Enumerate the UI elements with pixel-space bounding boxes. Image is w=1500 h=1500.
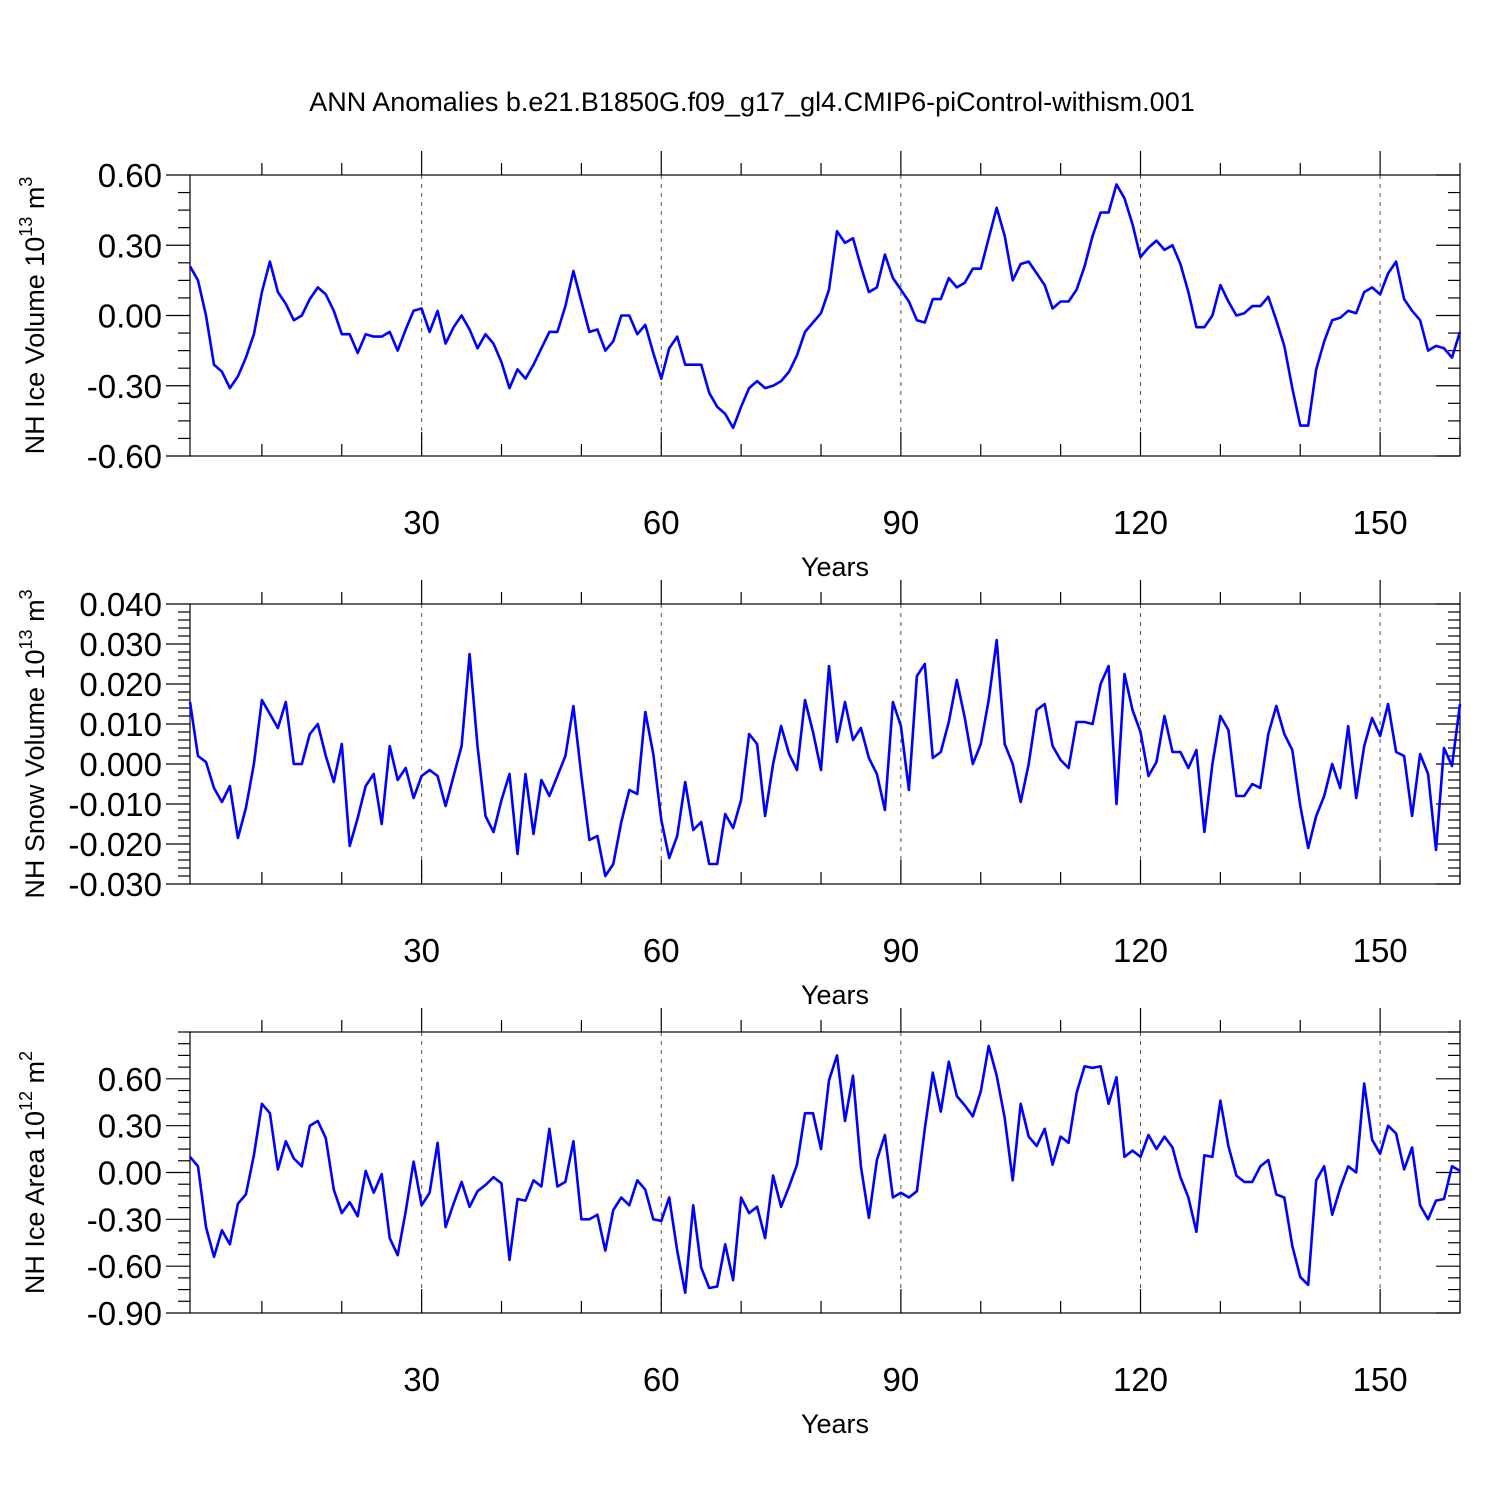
x-tick-label: 60 [643,504,680,541]
y-tick-label: 0.000 [79,746,162,783]
y-tick-label: -0.30 [87,368,162,405]
x-tick-label: 30 [403,1361,440,1398]
y-tick-label: -0.030 [68,866,162,903]
y-tick-label: 0.00 [98,1155,162,1192]
y-tick-label: 0.020 [79,666,162,703]
y-tick-label: -0.020 [68,826,162,863]
x-tick-label: 120 [1113,932,1168,969]
chart-title: ANN Anomalies b.e21.B1850G.f09_g17_gl4.C… [309,87,1194,117]
x-tick-label: 150 [1353,504,1408,541]
x-tick-label: 90 [883,504,920,541]
y-tick-label: 0.040 [79,586,162,623]
y-tick-label: 0.60 [98,1061,162,1098]
x-axis-label: Years [801,1409,869,1439]
y-tick-label: -0.010 [68,786,162,823]
x-tick-label: 90 [883,932,920,969]
x-tick-label: 150 [1353,1361,1408,1398]
series-line [189,1044,1461,1294]
y-tick-label: -0.60 [87,438,162,475]
plot-frame [189,174,1461,457]
y-tick-label: 0.30 [98,1108,162,1145]
x-axis-label: Years [801,552,869,582]
y-tick-label: 0.00 [98,298,162,335]
x-axis-label: Years [801,980,869,1010]
series-line [188,183,1462,430]
x-tick-label: 30 [403,932,440,969]
x-tick-label: 60 [643,932,680,969]
x-tick-label: 120 [1113,1361,1168,1398]
panel-3: 30 60 90 120 150 Years -0.90 -0.60 -0.30 0.00 0.30… [16,1008,1461,1439]
y-axis-label: NH Ice Area 1012 m2 [16,1051,50,1294]
x-tick-label: 60 [643,1361,680,1398]
plot-frame [189,1031,1461,1314]
y-axis-label: NH Ice Volume 1013 m3 [16,177,50,455]
x-tick-label: 150 [1353,932,1408,969]
y-tick-label: -0.60 [87,1248,162,1285]
y-tick-label: 0.30 [98,227,162,264]
y-tick-label: -0.30 [87,1201,162,1238]
panel-2: 30 60 90 120 150 Years -0.030-0.020-0.0100.000… [16,580,1462,1010]
panel-1: 30 60 90 120 150 Years -0.60 -0.30 0.00 0.30 0.60 N… [16,151,1462,582]
y-tick-label: 0.030 [79,626,162,663]
y-tick-label: -0.90 [87,1295,162,1332]
chart-panels: 30 60 90 120 150 Years -0.60 -0.30 0.00 0.30 0.60 N… [16,151,1462,1439]
x-tick-label: 120 [1113,504,1168,541]
y-tick-label: 0.60 [98,157,162,194]
y-axis-label: NH Snow Volume 1013 m3 [16,589,50,898]
series-line [188,638,1462,878]
x-tick-label: 90 [883,1361,920,1398]
plot-frame [189,603,1461,885]
x-tick-label: 30 [403,504,440,541]
y-tick-label: 0.010 [79,706,162,743]
